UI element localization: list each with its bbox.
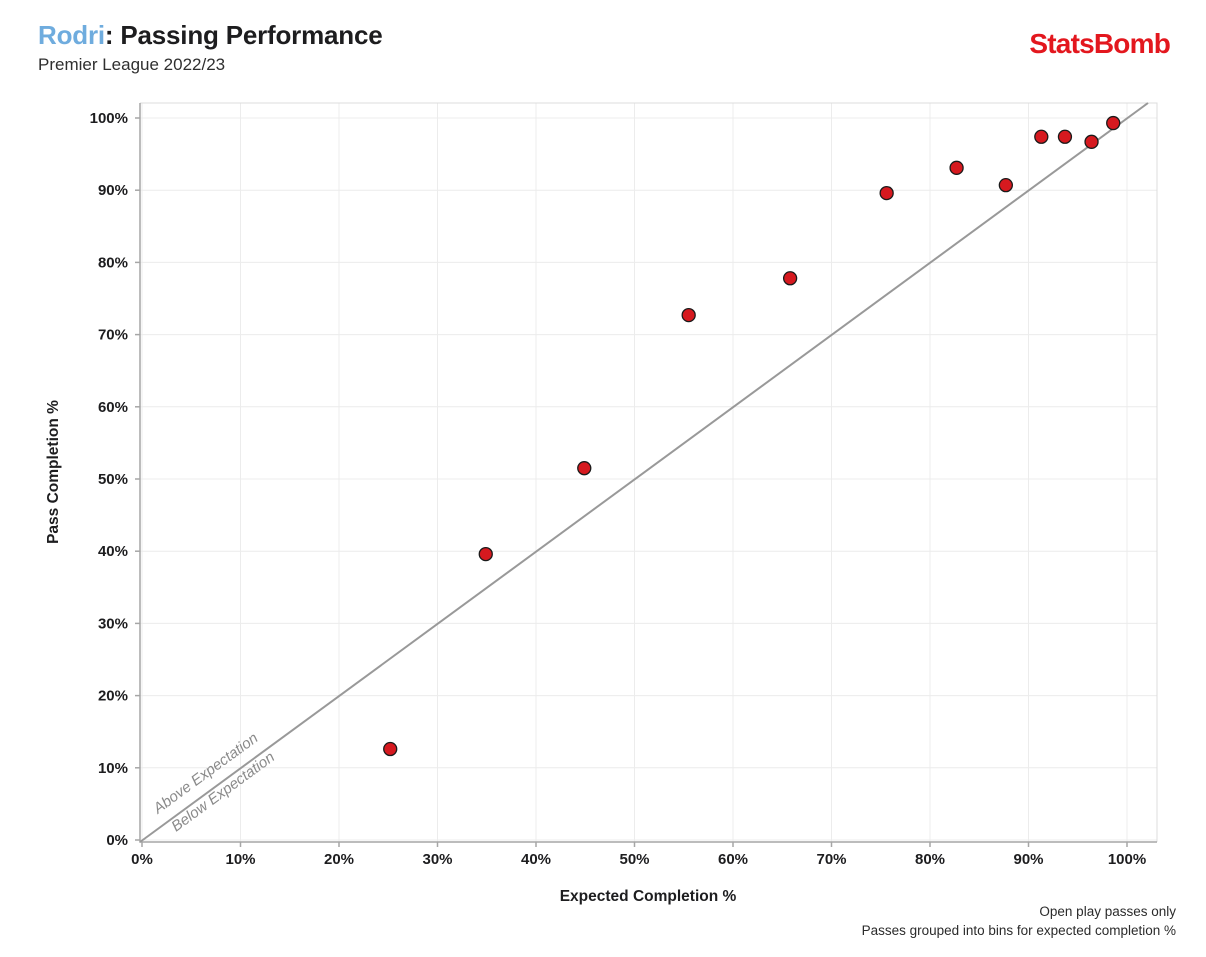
grid-layer [140, 103, 1157, 842]
plot-border-top-right [140, 102, 1158, 842]
data-point [782, 271, 798, 286]
footnote-line-1: Open play passes only [1039, 904, 1176, 919]
statsbomb-logo: StatsBomb [1029, 28, 1170, 59]
data-point [478, 546, 493, 562]
y-tick-label: 0% [106, 832, 128, 849]
y-tick-label: 20% [98, 688, 128, 705]
y-tick-label: 50% [98, 471, 128, 488]
page-title: Rodri: Passing Performance [38, 20, 383, 51]
x-tick-label: 20% [324, 851, 354, 868]
footnote-line-2: Passes grouped into bins for expected co… [861, 922, 1176, 938]
y-tick-label: 30% [98, 615, 128, 632]
data-point [1084, 134, 1099, 149]
data-point [1034, 129, 1049, 144]
data-point [577, 461, 592, 476]
chart-footnote: Open play passes only Passes grouped int… [862, 903, 1176, 940]
x-tick-label: 10% [225, 851, 255, 868]
data-point [879, 185, 894, 201]
data-point [949, 160, 964, 175]
x-tick-label: 50% [619, 851, 649, 868]
data-point-layer [383, 115, 1121, 757]
x-tick-label: 40% [521, 851, 551, 868]
y-tick-label: 70% [98, 327, 128, 344]
x-tick-label: 60% [718, 851, 748, 868]
x-axis-title: Expected Completion % [560, 888, 737, 905]
data-point [1057, 129, 1073, 144]
x-tick-label: 70% [816, 851, 846, 868]
y-tick-label: 90% [98, 182, 128, 199]
data-point [1106, 115, 1121, 131]
x-tick-label: 30% [422, 851, 452, 868]
chart-header: Rodri: Passing Performance Premier Leagu… [38, 20, 383, 75]
data-point [681, 307, 696, 323]
x-tick-label: 0% [131, 851, 153, 868]
y-tick-label: 60% [98, 399, 128, 416]
reference-line-layer [139, 102, 1149, 843]
title-rest: : Passing Performance [104, 20, 383, 50]
y-tick-label: 10% [98, 760, 128, 777]
axis-tick-layer: 0% 10% 20% 30% 40% 50% 60% 70% 80% 90% 100% 0% 10% 20… [90, 110, 1147, 868]
x-tick-label: 100% [1108, 851, 1146, 868]
player-name: Rodri [38, 20, 105, 50]
data-point [383, 741, 398, 757]
data-point [998, 177, 1013, 193]
y-tick-label: 40% [98, 543, 128, 560]
y-tick-label: 80% [98, 254, 128, 271]
identity-line [139, 102, 1149, 843]
y-axis-title: Pass Completion % [45, 400, 62, 544]
y-tick-label: 100% [90, 110, 128, 127]
chart-subtitle: Premier League 2022/23 [38, 55, 226, 74]
x-tick-label: 90% [1013, 851, 1043, 868]
x-tick-label: 80% [915, 851, 945, 868]
